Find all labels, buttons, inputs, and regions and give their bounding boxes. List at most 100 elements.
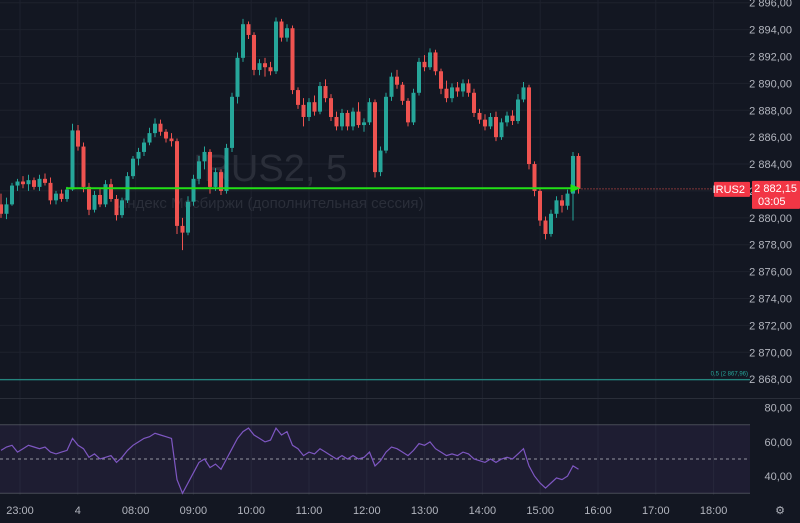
candle xyxy=(466,79,471,97)
candle-body xyxy=(318,86,322,112)
x-tick-label: 16:00 xyxy=(584,505,612,517)
candle-body xyxy=(147,133,152,143)
candle xyxy=(323,79,328,103)
candle-body xyxy=(136,151,141,159)
y-tick-label: 2 890,00 xyxy=(749,78,792,90)
y-tick-label: 2 896,00 xyxy=(749,0,792,10)
candle-body xyxy=(241,24,245,58)
candle-body xyxy=(219,172,223,191)
candle-body xyxy=(472,92,476,113)
candle xyxy=(153,118,157,138)
rsi-axis[interactable]: 40,00 60,00 80,00 xyxy=(764,403,792,484)
candle xyxy=(510,110,515,126)
candle-body xyxy=(505,115,509,123)
price-badge-price: 2 882,15 xyxy=(754,183,797,195)
candle xyxy=(0,193,3,218)
candle xyxy=(439,68,443,95)
candle xyxy=(455,82,460,97)
y-tick-label: 2 880,00 xyxy=(749,213,792,225)
candle xyxy=(516,94,520,124)
candle-body xyxy=(477,112,482,120)
candle xyxy=(114,194,119,221)
candle-body xyxy=(538,190,542,221)
candle xyxy=(59,189,64,202)
candle xyxy=(351,107,355,131)
fib-level-label: 0,5 (2 867,96) xyxy=(711,372,748,378)
x-tick-label: 11:00 xyxy=(296,505,323,517)
candle-body xyxy=(103,184,108,205)
candle-body xyxy=(290,28,295,91)
candle-body xyxy=(76,130,80,147)
candle xyxy=(10,182,14,206)
candle-body xyxy=(428,52,432,68)
candle-body xyxy=(197,161,201,179)
candle-body xyxy=(21,181,25,185)
candle-body xyxy=(65,189,69,199)
x-tick-label: 08:00 xyxy=(122,505,150,517)
candle-body xyxy=(345,112,350,127)
candle-body xyxy=(169,138,174,142)
candle-body xyxy=(202,151,207,162)
candle xyxy=(26,174,31,191)
time-axis[interactable]: 23:00 4 08:00 09:00 10:00 11:00 12:00 13:00 14:0… xyxy=(6,505,727,517)
candle xyxy=(340,108,344,131)
y-tick-label: 2 884,00 xyxy=(749,159,792,171)
price-badge-symbol: IRUS2 xyxy=(713,184,745,196)
candle xyxy=(296,87,300,109)
candle xyxy=(472,88,476,117)
y-tick-label: 2 868,00 xyxy=(749,374,792,386)
candle xyxy=(554,196,559,218)
x-tick-label: 17:00 xyxy=(642,505,670,517)
rsi-line xyxy=(0,426,579,495)
candle xyxy=(274,17,278,74)
candle xyxy=(356,102,361,128)
candle-body xyxy=(450,87,454,99)
candle-body xyxy=(367,102,372,123)
price-badge-countdown: 03:05 xyxy=(758,196,786,208)
candle-body xyxy=(235,57,240,97)
candle xyxy=(136,147,141,166)
x-tick-label: 09:00 xyxy=(180,505,208,517)
candle-body xyxy=(406,100,410,123)
candle xyxy=(411,88,416,126)
candle-body xyxy=(334,116,339,127)
candle-body xyxy=(246,24,251,35)
candle xyxy=(208,149,212,194)
candle-body xyxy=(532,164,537,191)
candle-body xyxy=(439,71,443,89)
candle xyxy=(560,194,564,213)
candle-body xyxy=(389,76,394,97)
candle-body xyxy=(400,84,405,101)
candle-body xyxy=(87,186,91,210)
candle-body xyxy=(26,180,31,185)
candle xyxy=(48,177,53,205)
rsi-tick-label: 80,00 xyxy=(764,403,792,415)
candle xyxy=(428,48,432,70)
candle-body xyxy=(296,90,300,105)
candle xyxy=(213,168,218,191)
candle xyxy=(384,92,388,154)
candle xyxy=(307,98,311,122)
x-tick-label: 18:00 xyxy=(700,505,728,517)
candle xyxy=(241,18,245,62)
y-tick-label: 2 876,00 xyxy=(749,267,792,279)
candle-body xyxy=(285,28,289,38)
arrow-head xyxy=(570,184,581,193)
candles xyxy=(0,17,581,251)
candle-body xyxy=(4,204,9,214)
candle xyxy=(252,32,256,76)
candle xyxy=(257,59,262,76)
candle xyxy=(279,18,284,42)
candle xyxy=(538,188,542,226)
candle xyxy=(543,216,548,240)
candle-body xyxy=(351,111,355,127)
candle xyxy=(549,209,553,237)
gear-icon[interactable]: ⚙ xyxy=(775,505,785,517)
horizontal-arrow[interactable] xyxy=(66,184,581,193)
candle xyxy=(433,49,438,76)
candle-body xyxy=(373,102,377,173)
candle xyxy=(32,177,36,190)
candle-body xyxy=(362,122,366,126)
price-badge: IRUS2 2 882,15 03:05 xyxy=(713,180,800,209)
